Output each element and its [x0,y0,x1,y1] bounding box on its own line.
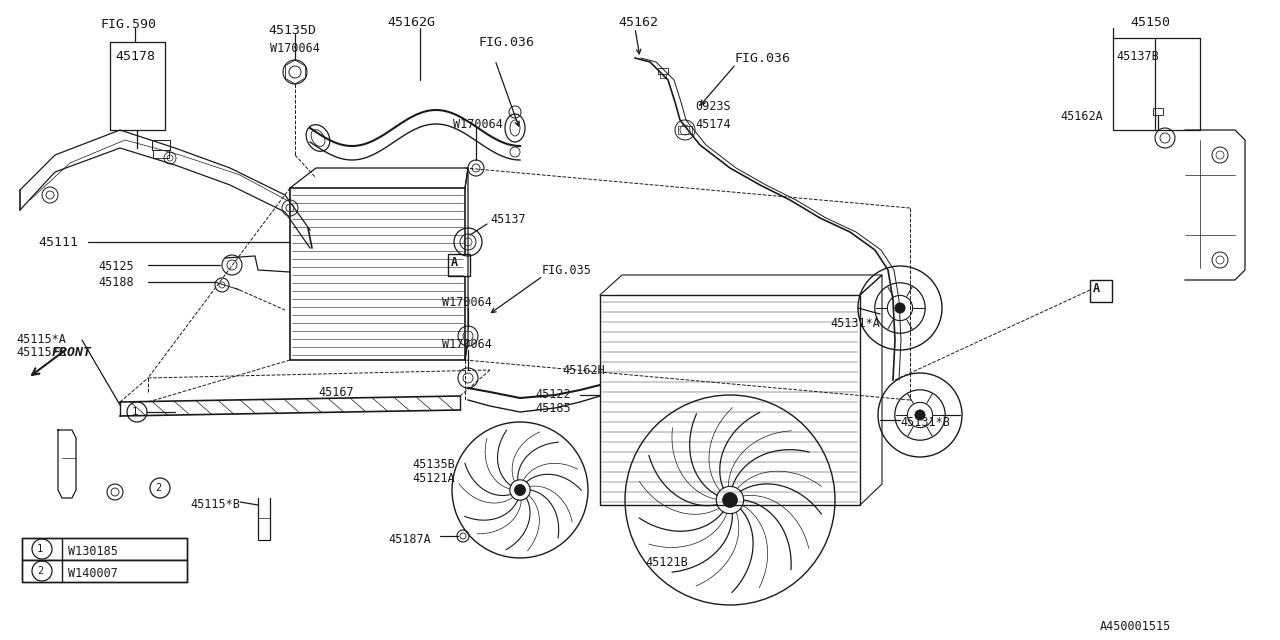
Text: FIG.035: FIG.035 [541,264,591,277]
Bar [1091,280,1112,302]
Text: 45111: 45111 [38,236,78,249]
Text: FIG.036: FIG.036 [735,52,791,65]
Text: FIG.036: FIG.036 [477,36,534,49]
Text: W170064: W170064 [442,296,492,309]
Text: W170064: W170064 [453,118,503,131]
Text: A: A [1093,282,1100,295]
Text: 45162H: 45162H [562,364,604,377]
Text: W140007: W140007 [68,567,118,580]
Text: W170064: W170064 [442,338,492,351]
Circle shape [895,303,905,313]
Text: 45131*A: 45131*A [829,317,879,330]
Text: 45162: 45162 [618,16,658,29]
Text: 45187A: 45187A [388,533,431,546]
Bar [22,538,187,560]
Text: W170064: W170064 [270,42,320,55]
Text: 1: 1 [37,544,44,554]
Text: 45162A: 45162A [1060,110,1103,123]
Circle shape [723,493,737,508]
Text: 1: 1 [132,407,138,417]
Bar [154,150,169,158]
Text: 45150: 45150 [1130,16,1170,29]
Circle shape [915,410,925,420]
Bar [448,254,470,276]
Text: 45188: 45188 [99,276,133,289]
Text: 45137B: 45137B [1116,50,1158,63]
Bar [658,68,668,74]
Text: FRONT: FRONT [52,346,92,359]
Circle shape [515,484,526,495]
Bar [600,295,860,505]
Text: 45121A: 45121A [412,472,454,485]
Text: 45121B: 45121B [645,556,687,569]
Text: 45167: 45167 [317,386,353,399]
Text: 45162G: 45162G [387,16,435,29]
Text: 45135B: 45135B [412,458,454,471]
Text: 45174: 45174 [695,118,731,131]
Text: A450001515: A450001515 [1100,620,1171,633]
Bar [152,140,170,150]
Text: 45135D: 45135D [268,24,316,37]
Text: 45115*A: 45115*A [15,333,65,346]
Text: 45125: 45125 [99,260,133,273]
Bar [22,560,187,582]
Text: 45178: 45178 [115,50,155,63]
Text: 2: 2 [37,566,44,576]
Text: 0923S: 0923S [695,100,731,113]
Text: 45122: 45122 [535,388,571,401]
Text: 45185: 45185 [535,402,571,415]
Bar [678,126,692,134]
Text: 2: 2 [155,483,161,493]
Text: FIG.590: FIG.590 [100,18,156,31]
Text: 45131*B: 45131*B [900,416,950,429]
Bar [660,74,666,78]
Text: W130185: W130185 [68,545,118,558]
Bar [291,188,465,360]
Text: 45115*C: 45115*C [15,346,65,359]
Text: A: A [451,256,458,269]
Text: 45137: 45137 [490,213,526,226]
Bar [1153,108,1164,115]
Text: 45115*B: 45115*B [189,498,239,511]
